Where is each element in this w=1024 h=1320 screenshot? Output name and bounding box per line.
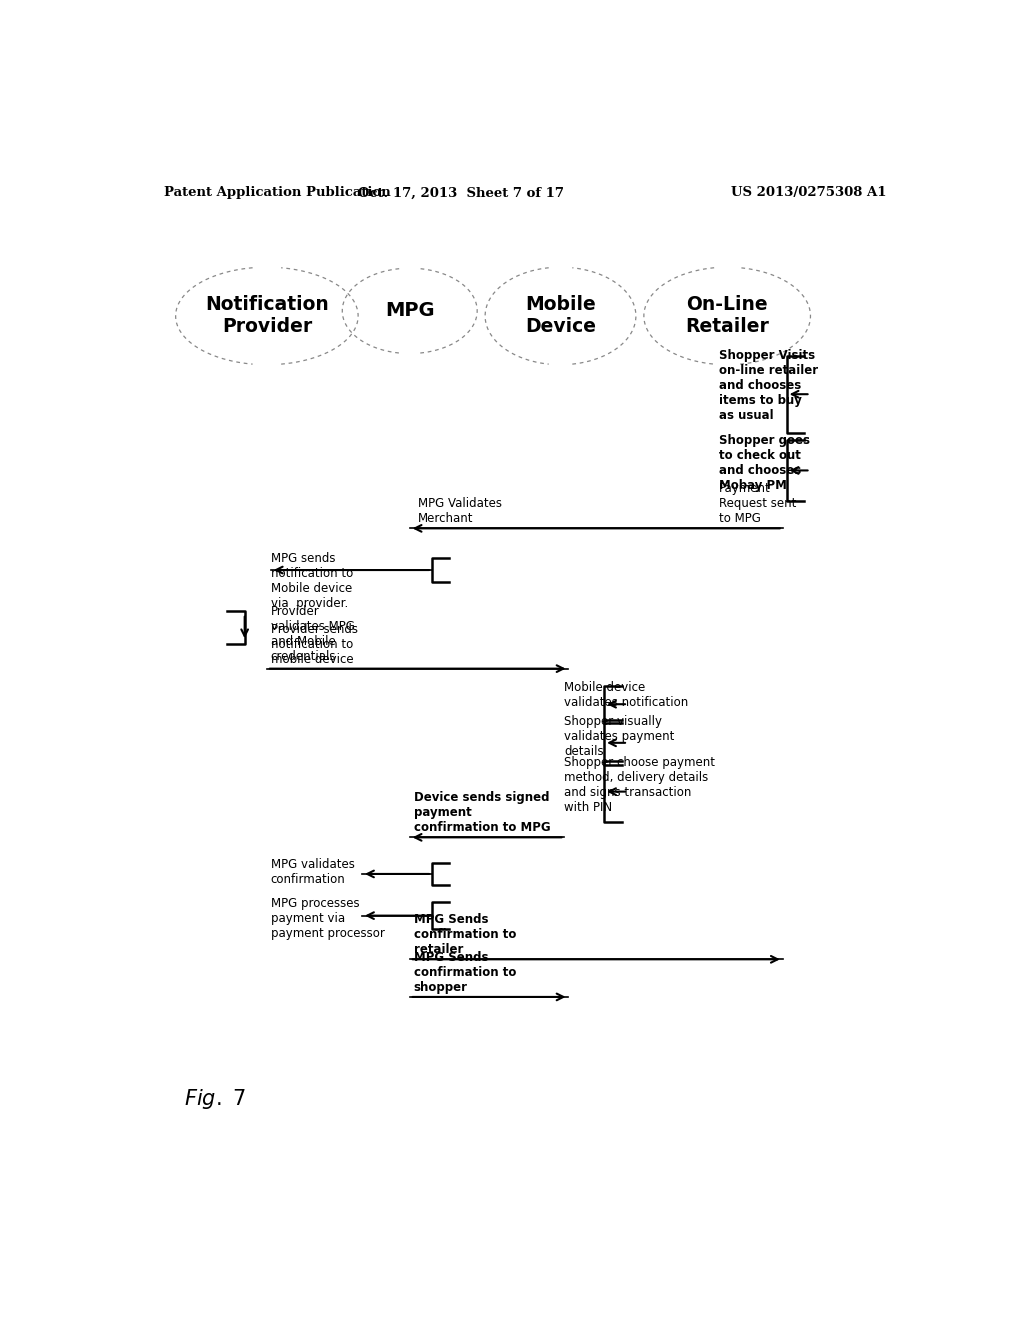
Text: Provider
validates MPG
and Mobile
credentials: Provider validates MPG and Mobile creden… bbox=[270, 605, 354, 663]
Text: MPG Validates
Merchant: MPG Validates Merchant bbox=[418, 498, 502, 525]
Text: Provider sends
notification to
mobile device: Provider sends notification to mobile de… bbox=[270, 623, 357, 665]
Text: MPG processes
payment via
payment processor: MPG processes payment via payment proces… bbox=[270, 898, 385, 940]
Text: Shopper goes
to check out
and chooses
Mobay PM: Shopper goes to check out and chooses Mo… bbox=[719, 434, 810, 492]
Text: Mobile device
validates notification: Mobile device validates notification bbox=[564, 681, 689, 709]
Text: MPG Sends
confirmation to
shopper: MPG Sends confirmation to shopper bbox=[414, 950, 516, 994]
Text: Oct. 17, 2013  Sheet 7 of 17: Oct. 17, 2013 Sheet 7 of 17 bbox=[358, 186, 564, 199]
Text: Shopper visually
validates payment
details: Shopper visually validates payment detai… bbox=[564, 715, 675, 759]
Text: Shopper choose payment
method, delivery details
and signs transaction
with PIN: Shopper choose payment method, delivery … bbox=[564, 756, 716, 814]
Text: $\it{Fig.}$ $\it{7}$: $\it{Fig.}$ $\it{7}$ bbox=[183, 1086, 246, 1110]
Text: Mobile
Device: Mobile Device bbox=[525, 296, 596, 337]
Text: MPG validates
confirmation: MPG validates confirmation bbox=[270, 858, 354, 886]
Text: Shopper Visits
on-line retailer
and chooses
items to buy
as usual: Shopper Visits on-line retailer and choo… bbox=[719, 350, 818, 422]
Text: Device sends signed
payment
confirmation to MPG: Device sends signed payment confirmation… bbox=[414, 791, 550, 834]
Text: MPG: MPG bbox=[385, 301, 434, 321]
Text: MPG sends
notification to
Mobile device
via  provider.: MPG sends notification to Mobile device … bbox=[270, 552, 353, 610]
Text: MPG Sends
confirmation to
retailer: MPG Sends confirmation to retailer bbox=[414, 913, 516, 956]
Text: US 2013/0275308 A1: US 2013/0275308 A1 bbox=[731, 186, 887, 199]
Text: Payment
Request sent
to MPG: Payment Request sent to MPG bbox=[719, 482, 797, 525]
Text: Notification
Provider: Notification Provider bbox=[205, 296, 329, 337]
Text: Patent Application Publication: Patent Application Publication bbox=[164, 186, 390, 199]
Text: On-Line
Retailer: On-Line Retailer bbox=[685, 296, 769, 337]
